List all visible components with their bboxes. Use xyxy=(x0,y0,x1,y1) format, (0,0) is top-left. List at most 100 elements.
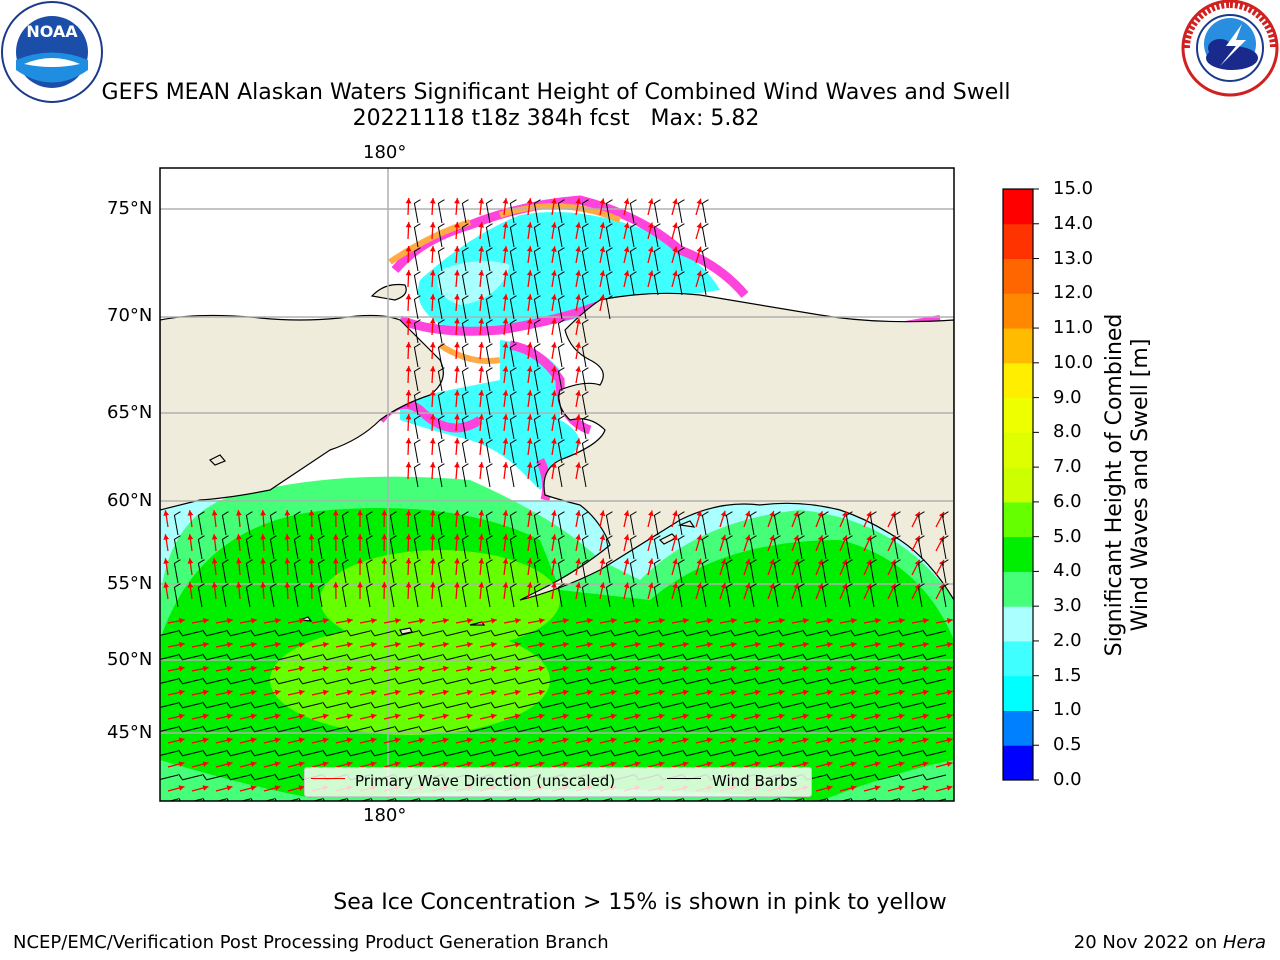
wind-barb xyxy=(274,749,299,757)
wind-barb xyxy=(557,343,565,368)
wave-arrow-head xyxy=(357,582,363,588)
wind-barb xyxy=(773,559,781,584)
wave-arrow-head xyxy=(874,713,881,720)
wave-arrow-head xyxy=(648,198,654,205)
wave-arrow-head xyxy=(672,534,678,541)
legend-barb-label: Wind Barbs xyxy=(712,772,798,790)
wind-barb xyxy=(533,391,541,416)
wind-barb xyxy=(730,701,755,709)
wave-arrow-head xyxy=(454,558,460,564)
wave-arrow-head xyxy=(178,617,185,624)
wave-arrow-head xyxy=(514,713,521,720)
wave-arrow-head xyxy=(745,558,751,565)
wind-barb xyxy=(346,629,371,637)
wave-arrow-head xyxy=(211,558,218,564)
wind-barb xyxy=(317,583,325,608)
wind-barb xyxy=(514,749,539,757)
wind-barb xyxy=(389,559,397,584)
wind-barb xyxy=(197,511,205,536)
wave-arrow-head xyxy=(526,510,533,516)
wind-barb xyxy=(346,677,371,685)
wave-arrow-head xyxy=(429,510,436,516)
wind-barb xyxy=(653,271,661,296)
wind-barb xyxy=(293,535,301,560)
wave-arrow-head xyxy=(260,510,266,516)
wave-arrow-head xyxy=(514,617,521,624)
wave-arrow-head xyxy=(672,270,678,277)
wind-barb xyxy=(874,677,899,685)
colorbar-tick-label: 1.0 xyxy=(1053,699,1082,721)
wind-barb xyxy=(706,701,731,709)
wind-barb xyxy=(557,223,565,248)
wind-barb xyxy=(197,535,205,560)
wind-barb xyxy=(874,701,899,709)
wave-arrow-head xyxy=(490,689,497,696)
wave-arrow-head xyxy=(274,761,281,767)
wave-arrow-head xyxy=(163,510,170,516)
wave-arrow-head xyxy=(478,390,485,396)
wave-arrow-head xyxy=(575,534,581,540)
wave-arrow-head xyxy=(599,534,606,541)
wind-barb xyxy=(874,749,899,757)
wave-arrow-head xyxy=(769,510,775,517)
wave-arrow-head xyxy=(778,665,785,672)
wave-arrow-head xyxy=(696,582,703,589)
wind-barb xyxy=(346,701,371,709)
wind-barb xyxy=(370,701,395,709)
wave-arrow-head xyxy=(429,270,436,276)
wind-barb xyxy=(557,439,565,464)
wave-arrow-head xyxy=(418,713,425,720)
wind-barb xyxy=(778,701,803,709)
wind-barb xyxy=(442,749,467,757)
wave-arrow-head xyxy=(946,617,953,624)
wave-arrow-head xyxy=(778,689,785,696)
wave-arrow-head xyxy=(922,689,929,696)
wind-barb xyxy=(586,725,611,733)
wind-barb xyxy=(581,391,589,416)
wind-barb xyxy=(509,535,517,560)
wave-arrow-head xyxy=(826,617,833,624)
wind-barb xyxy=(898,629,923,637)
wind-barb xyxy=(898,677,923,685)
wind-barb xyxy=(701,559,709,584)
wind-barb xyxy=(442,629,467,637)
wind-barb xyxy=(413,391,421,416)
wind-barb xyxy=(533,319,541,344)
wind-barb xyxy=(160,630,179,636)
wave-arrow-head xyxy=(514,761,521,767)
wind-barb xyxy=(581,583,589,608)
wind-barb xyxy=(898,725,923,733)
wave-arrow-head xyxy=(478,366,485,372)
wave-arrow-head xyxy=(418,737,425,744)
map-legend: Primary Wave Direction (unscaled) Wind B… xyxy=(304,767,812,797)
wave-arrow-head xyxy=(730,761,737,767)
colorbar-tick-label: 5.0 xyxy=(1053,525,1082,547)
wind-barb xyxy=(298,749,323,757)
wind-barb xyxy=(874,653,899,661)
colorbar-bin xyxy=(1003,362,1033,399)
wind-barb xyxy=(461,247,469,272)
map-frame xyxy=(159,167,955,802)
wind-barb xyxy=(485,199,493,224)
wave-arrow-head xyxy=(454,342,460,348)
wave-arrow-head xyxy=(298,737,305,744)
wave-arrow-head xyxy=(322,689,329,696)
wave-arrow-head xyxy=(442,665,449,672)
wave-arrow-head xyxy=(298,617,305,624)
wave-arrow-head xyxy=(575,270,581,276)
wind-barb xyxy=(197,583,205,608)
wave-arrow-head xyxy=(346,689,353,696)
wind-barb xyxy=(797,559,805,584)
wind-barb xyxy=(533,295,541,320)
wave-arrow-head xyxy=(454,462,460,468)
wind-barb xyxy=(917,535,925,560)
wind-barb xyxy=(293,583,301,608)
wave-arrow-head xyxy=(623,270,630,277)
wave-arrow-head xyxy=(346,617,353,624)
wind-barb xyxy=(346,725,371,733)
wave-arrow-head xyxy=(308,510,315,516)
wind-barb xyxy=(893,535,901,560)
wave-arrow-head xyxy=(526,582,533,588)
wave-arrow-head xyxy=(672,510,678,517)
colorbar-tick-label: 11.0 xyxy=(1053,317,1094,339)
